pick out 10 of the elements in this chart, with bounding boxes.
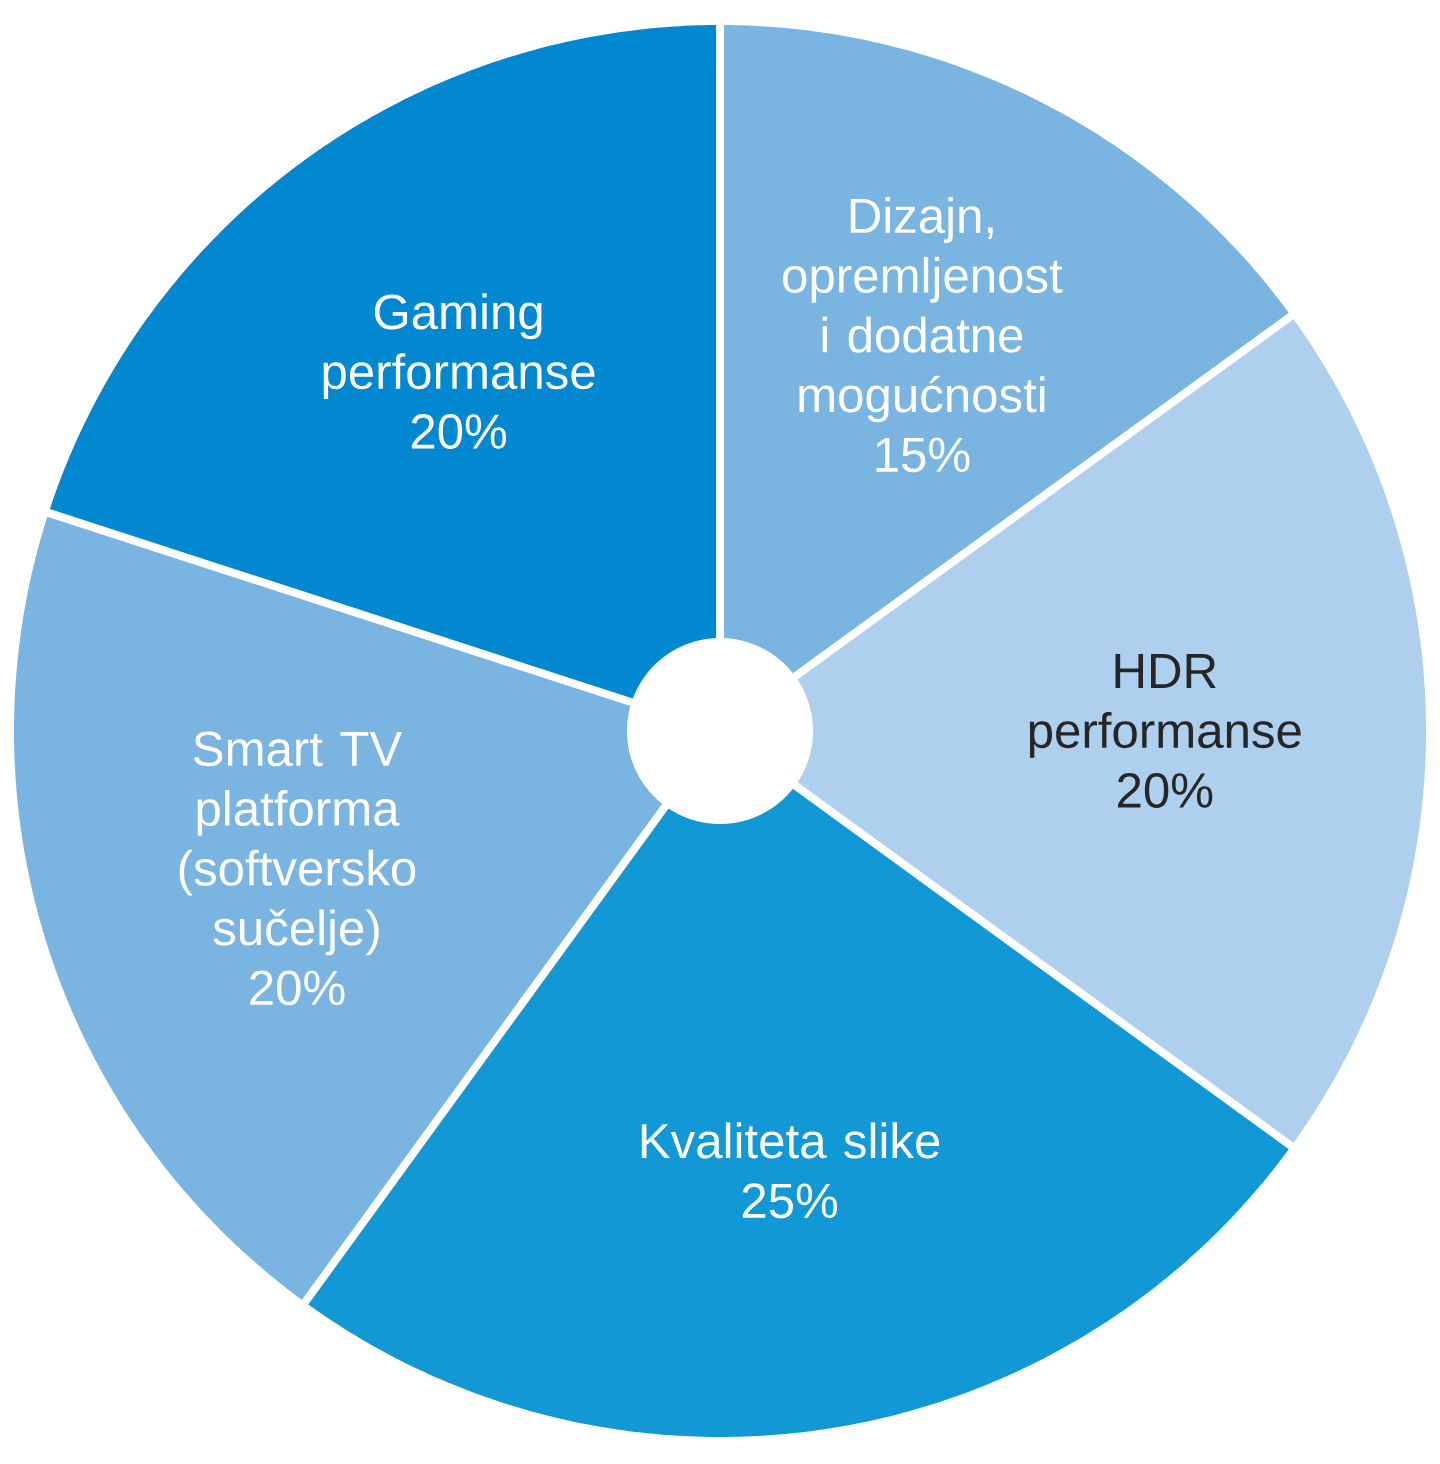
slice-label: Gaming performanse [323,293,595,399]
data-label: 15% [876,437,970,473]
data-label: 20% [250,970,345,1006]
slice-label: Dizajn, opremljenost i dodatne mogućnosti [783,197,1063,423]
data-label: 25% [742,1183,838,1219]
data-label: 20% [411,414,507,449]
data-label: 20% [1118,773,1213,808]
slice-label: Smart TV platforma (softversko sučelje) [179,731,416,956]
slice-label: HDR performanse [1029,654,1301,758]
slice-label: Kvaliteta slike [641,1122,940,1159]
